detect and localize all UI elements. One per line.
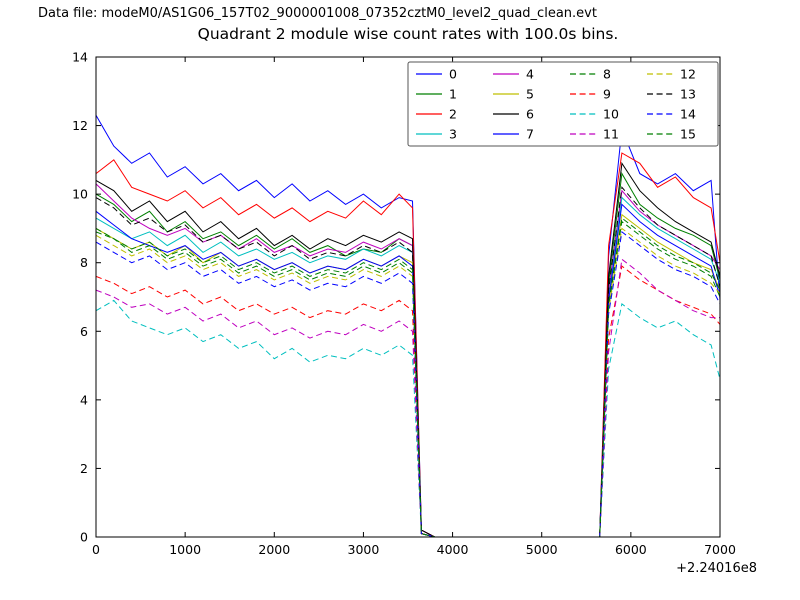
chart-title: Quadrant 2 module wise count rates with … [197, 25, 619, 43]
series-line-12 [95, 227, 721, 538]
series-line-0 [95, 115, 721, 538]
series-line-4 [95, 183, 721, 538]
legend-label: 14 [680, 107, 696, 122]
x-tick-label: 2000 [258, 542, 290, 557]
x-tick-label: 6000 [615, 542, 647, 557]
series-line-1 [95, 172, 721, 538]
legend-label: 3 [449, 127, 457, 142]
series-line-15 [95, 217, 721, 538]
series-line-14 [95, 230, 721, 538]
x-tick-label: 3000 [348, 542, 380, 557]
series-line-3 [95, 196, 721, 538]
legend-label: 4 [526, 67, 534, 82]
series-line-11 [95, 258, 720, 538]
series-line-7 [95, 203, 721, 538]
legend-label: 6 [526, 107, 534, 122]
data-file-label: Data file: modeM0/AS1G06_157T02_90000010… [38, 6, 597, 21]
legend-label: 9 [603, 87, 611, 102]
legend-label: 1 [449, 87, 457, 102]
x-tick-label: 7000 [704, 542, 736, 557]
legend-label: 15 [680, 127, 696, 142]
legend-label: 8 [603, 67, 611, 82]
x-tick-label: 5000 [526, 542, 558, 557]
series-line-6 [95, 161, 721, 538]
legend-box [407, 61, 719, 147]
x-tick-label: 1000 [169, 542, 201, 557]
y-tick-label: 14 [72, 50, 88, 65]
legend-label: 11 [603, 127, 619, 142]
series-line-2 [95, 152, 721, 538]
legend-label: 7 [526, 127, 534, 142]
legend-label: 10 [603, 107, 619, 122]
series-line-10 [95, 299, 721, 538]
plot-border [95, 56, 721, 538]
y-tick-label: 12 [72, 118, 88, 133]
y-tick-label: 2 [80, 461, 88, 476]
x-tick-label: 4000 [437, 542, 469, 557]
x-tick-label: 0 [92, 542, 100, 557]
y-tick-label: 0 [80, 530, 88, 545]
legend-label: 2 [449, 107, 457, 122]
x-axis-offset-label: +2.24016e8 [676, 561, 757, 576]
y-tick-label: 8 [80, 255, 88, 270]
series-line-13 [95, 186, 721, 538]
legend-label: 0 [449, 67, 457, 82]
y-tick-label: 4 [80, 392, 88, 407]
legend-label: 13 [680, 87, 696, 102]
y-tick-label: 6 [80, 324, 88, 339]
legend-label: 5 [526, 87, 534, 102]
series-line-9 [95, 265, 721, 538]
y-tick-label: 10 [72, 187, 88, 202]
legend-label: 12 [680, 67, 696, 82]
series-line-8 [95, 220, 721, 538]
